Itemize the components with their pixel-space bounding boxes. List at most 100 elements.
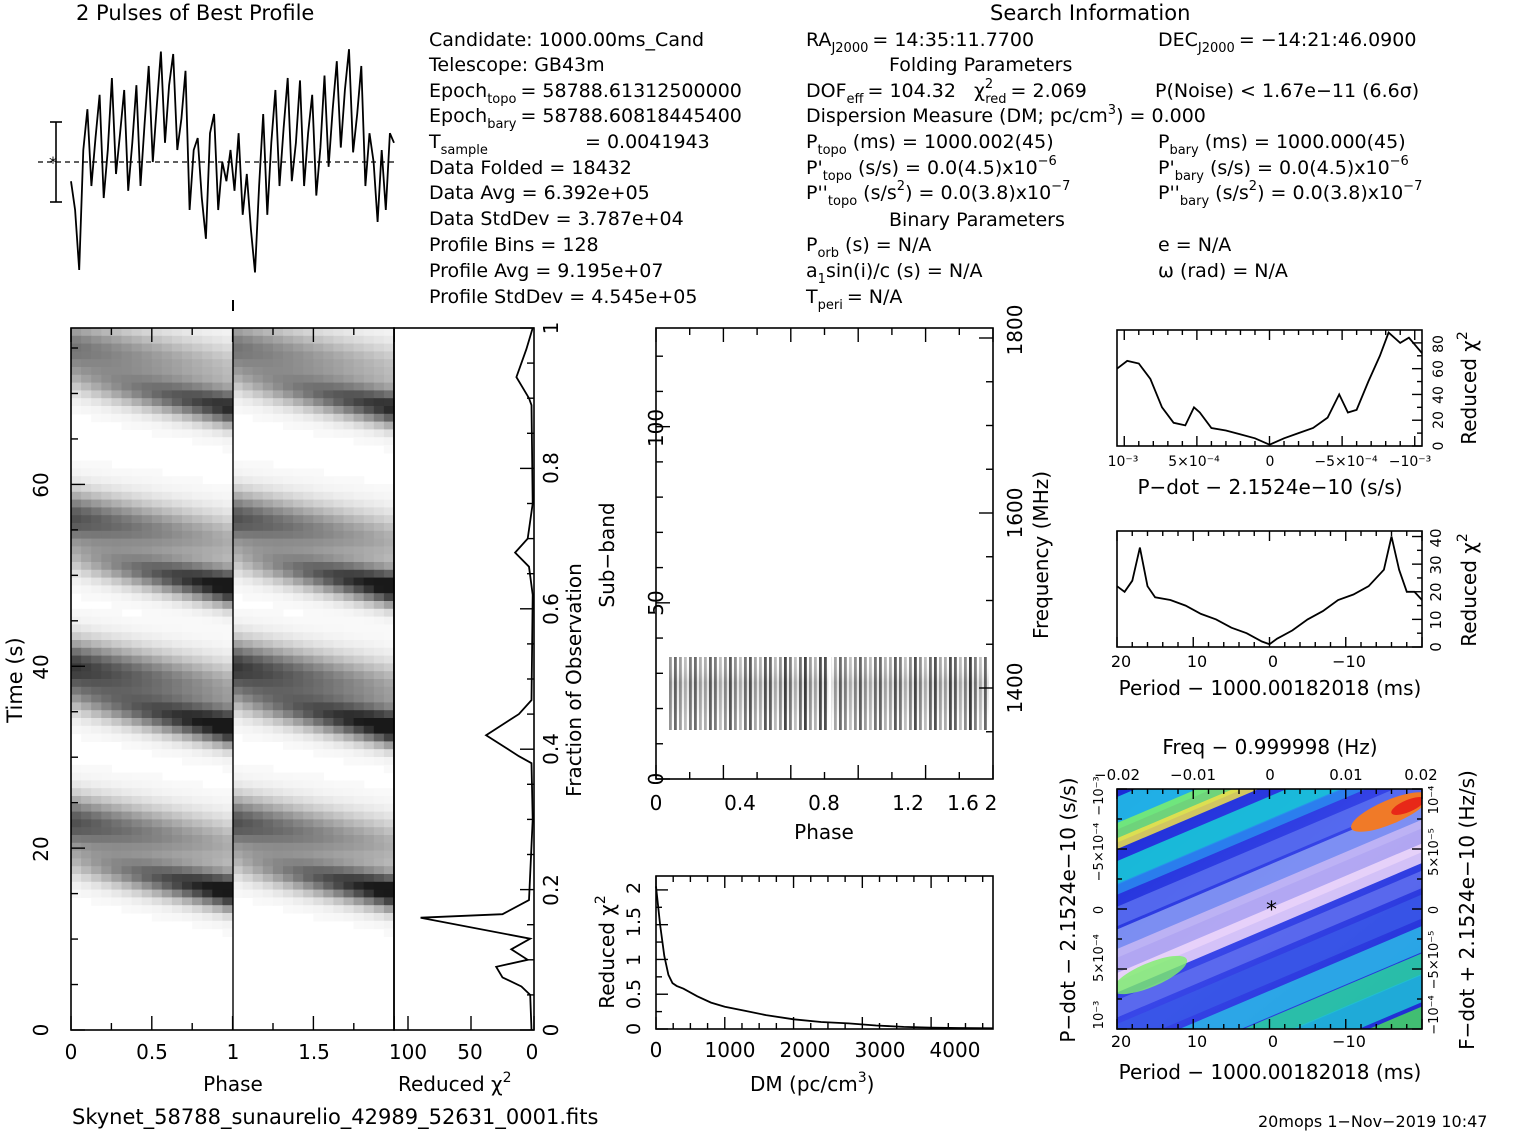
time-phase-cell xyxy=(182,679,193,688)
time-phase-cell xyxy=(101,733,112,742)
time-phase-cell xyxy=(323,530,334,540)
time-phase-cell xyxy=(333,538,345,547)
time-phase-cell xyxy=(242,764,254,774)
time-phase-cell xyxy=(141,835,153,844)
time-phase-cell xyxy=(272,686,284,696)
time-phase-cell xyxy=(81,569,92,579)
time-phase-cell xyxy=(262,523,274,532)
time-phase-cell xyxy=(343,866,355,875)
time-phase-cell xyxy=(252,460,264,469)
time-phase-cell xyxy=(323,554,334,563)
time-phase-cell xyxy=(71,530,82,540)
time-phase-cell xyxy=(101,374,112,384)
time-phase-cell xyxy=(161,429,173,438)
time-phase-cell xyxy=(222,710,234,719)
time-phase-cell xyxy=(343,359,355,368)
time-phase-cell xyxy=(252,842,264,852)
time-phase-cell xyxy=(353,819,365,828)
time-phase-cell xyxy=(71,655,82,664)
time-phase-cell xyxy=(121,819,133,828)
time-phase-cell xyxy=(161,686,173,696)
time-phase-cell xyxy=(343,749,355,758)
fraction-axis-label: Fraction of Observation xyxy=(562,563,586,797)
time-phase-cell xyxy=(121,647,133,657)
time-phase-cell xyxy=(262,398,274,407)
time-phase-cell xyxy=(161,647,173,657)
time-phase-cell xyxy=(151,585,163,594)
time-phase-cell xyxy=(101,780,112,789)
time-phase-cell xyxy=(293,577,304,586)
map-band xyxy=(1117,789,1422,985)
time-phase-cell xyxy=(202,858,213,867)
time-phase-cell xyxy=(192,686,203,696)
time-phase-cell xyxy=(313,577,324,586)
time-phase-cell xyxy=(91,538,102,547)
time-phase-cell xyxy=(313,835,324,844)
time-phase-cell xyxy=(242,406,254,415)
time-phase-cell xyxy=(293,796,304,805)
time-phase-cell xyxy=(373,835,385,844)
time-phase-cell xyxy=(353,437,365,446)
time-phase-cell xyxy=(323,866,334,875)
time-phase-cell xyxy=(171,367,183,376)
time-phase-cell xyxy=(182,881,193,891)
time-phase-cell xyxy=(333,640,345,649)
time-phase-cell xyxy=(313,866,324,875)
time-phase-cell xyxy=(222,593,234,602)
time-phase-cell xyxy=(192,437,203,446)
time-phase-cell xyxy=(81,640,92,649)
time-phase-cell xyxy=(202,585,213,594)
time-phase-cell xyxy=(303,328,314,337)
time-phase-cell xyxy=(101,577,112,586)
phase-axis-label: Phase xyxy=(203,1072,263,1096)
time-phase-cell xyxy=(242,632,254,641)
time-phase-cell xyxy=(71,858,82,867)
time-phase-cell xyxy=(363,827,375,836)
time-phase-cell xyxy=(182,874,193,883)
time-phase-cell xyxy=(171,476,183,485)
time-phase-cell xyxy=(252,671,264,680)
time-phase-cell xyxy=(121,359,133,368)
time-phase-cell xyxy=(161,507,173,516)
time-phase-cell xyxy=(363,842,375,852)
pdot-y-tick-80: 80 xyxy=(1431,335,1447,353)
time-phase-cell xyxy=(333,842,345,852)
time-phase-cell xyxy=(222,343,234,352)
time-phase-cell xyxy=(252,889,264,898)
time-phase-cell xyxy=(353,390,365,399)
time-phase-cell xyxy=(313,702,324,711)
time-phase-cell xyxy=(101,530,112,540)
time-phase-cell xyxy=(323,803,334,813)
time-phase-cell xyxy=(373,351,385,360)
time-phase-cell xyxy=(171,484,183,493)
time-phase-cell xyxy=(222,445,234,454)
time-phase-cell xyxy=(202,920,213,930)
time-phase-cell xyxy=(192,710,203,719)
time-phase-cell xyxy=(363,390,375,399)
time-phase-cell xyxy=(212,437,223,446)
time-phase-cell xyxy=(262,866,274,875)
time-phase-cell xyxy=(222,749,234,758)
time-phase-cell xyxy=(151,515,163,524)
time-phase-cell xyxy=(141,866,153,875)
time-phase-cell xyxy=(303,702,314,711)
time-phase-cell xyxy=(151,819,163,828)
time-phase-cell xyxy=(161,484,173,493)
time-phase-cell xyxy=(192,382,203,391)
map-band xyxy=(1117,882,1422,1029)
time-phase-cell xyxy=(131,343,143,352)
time-phase-cell xyxy=(303,866,314,875)
time-phase-cell xyxy=(81,764,92,774)
time-phase-cell xyxy=(161,538,173,547)
time-phase-cell xyxy=(202,749,213,758)
time-phase-cell xyxy=(373,811,385,820)
time-phase-cell xyxy=(71,538,82,547)
time-phase-cell xyxy=(242,874,254,883)
time-phase-cell xyxy=(171,499,183,508)
time-phase-cell xyxy=(91,897,102,906)
time-phase-cell xyxy=(313,897,324,906)
time-phase-cell xyxy=(232,725,244,735)
time-phase-cell xyxy=(363,655,375,664)
time-phase-cell xyxy=(272,335,284,345)
period-tick-20: 20 xyxy=(1111,652,1131,671)
